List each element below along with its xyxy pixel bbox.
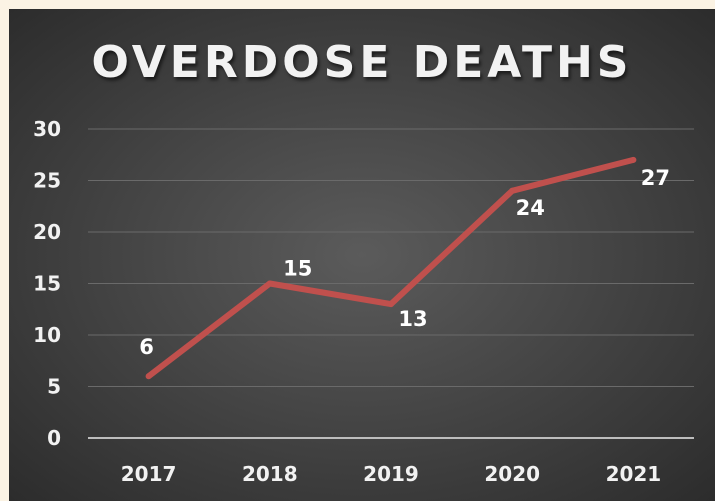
data-point	[388, 301, 394, 308]
data-point	[266, 280, 273, 287]
x-tick-label: 2019	[363, 462, 419, 486]
chart-frame: OVERDOSE DEATHS 0 5 10 15 20 25 30 2017 2018 2019…	[9, 9, 715, 501]
data-point	[509, 187, 516, 194]
x-tick-label: 2017	[121, 462, 177, 486]
chart-title: OVERDOSE DEATHS	[91, 37, 633, 88]
line-chart: 0 5 10 15 20 25 30 2017 2018 2019 2020 2021 6 15 13 24 2…	[33, 117, 694, 486]
data-label: 15	[283, 257, 312, 281]
y-tick-label: 15	[33, 272, 61, 296]
data-point	[145, 373, 152, 380]
data-label: 24	[516, 196, 545, 220]
y-tick-label: 25	[33, 169, 61, 193]
data-point	[630, 156, 637, 163]
x-tick-label: 2020	[484, 462, 540, 486]
x-tick-label: 2018	[242, 462, 298, 486]
data-label: 13	[398, 307, 427, 331]
y-tick-label: 20	[33, 220, 61, 244]
y-tick-label: 30	[33, 117, 61, 141]
data-label: 27	[641, 166, 670, 190]
x-tick-label: 2021	[606, 462, 662, 486]
series-line	[146, 156, 635, 379]
data-label: 6	[139, 335, 154, 359]
y-tick-label: 5	[47, 375, 61, 399]
y-tick-label: 10	[33, 323, 61, 347]
y-tick-label: 0	[47, 426, 61, 450]
